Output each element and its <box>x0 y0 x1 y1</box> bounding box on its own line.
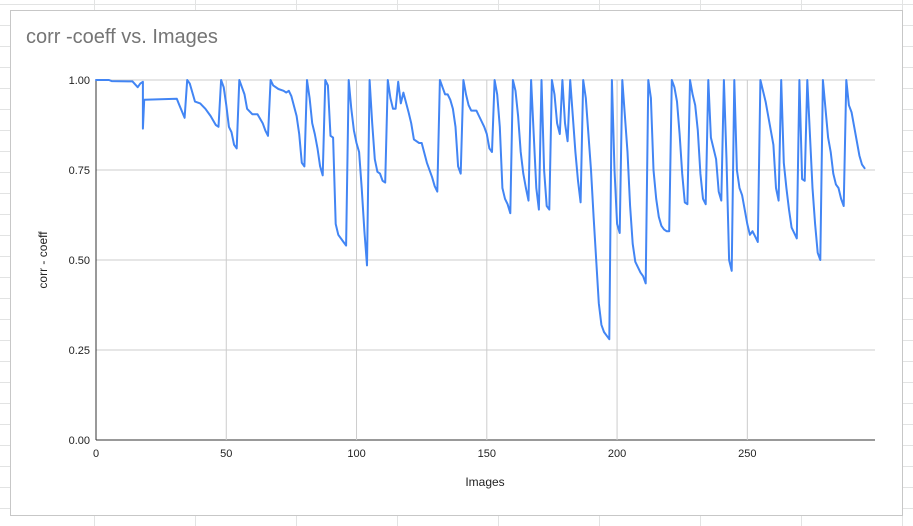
y-tick-label: 1.00 <box>69 75 90 87</box>
y-tick-label: 0.75 <box>69 165 90 177</box>
x-tick-label: 150 <box>478 448 496 460</box>
x-axis-label: Images <box>465 475 504 489</box>
x-tick-label: 100 <box>347 448 365 460</box>
gridlines <box>95 79 875 441</box>
y-tick-label: 0.50 <box>69 255 90 267</box>
series-line <box>95 79 866 341</box>
y-tick-label: 0.25 <box>69 345 90 357</box>
x-tick-label: 250 <box>738 448 756 460</box>
x-tick-label: 200 <box>608 448 626 460</box>
y-tick-label: 0.00 <box>69 435 90 447</box>
chart-title: corr -coeff vs. Images <box>26 26 218 48</box>
x-tick-labels: 0 50 100 150 200 250 <box>93 448 757 460</box>
chart-card[interactable] <box>10 10 903 516</box>
y-tick-labels: 0.00 0.25 0.50 0.75 1.00 <box>69 75 90 447</box>
series-group <box>95 79 866 341</box>
y-axis-label: corr - coeff <box>36 231 50 289</box>
x-tick-label: 0 <box>93 448 99 460</box>
x-tick-label: 50 <box>220 448 232 460</box>
